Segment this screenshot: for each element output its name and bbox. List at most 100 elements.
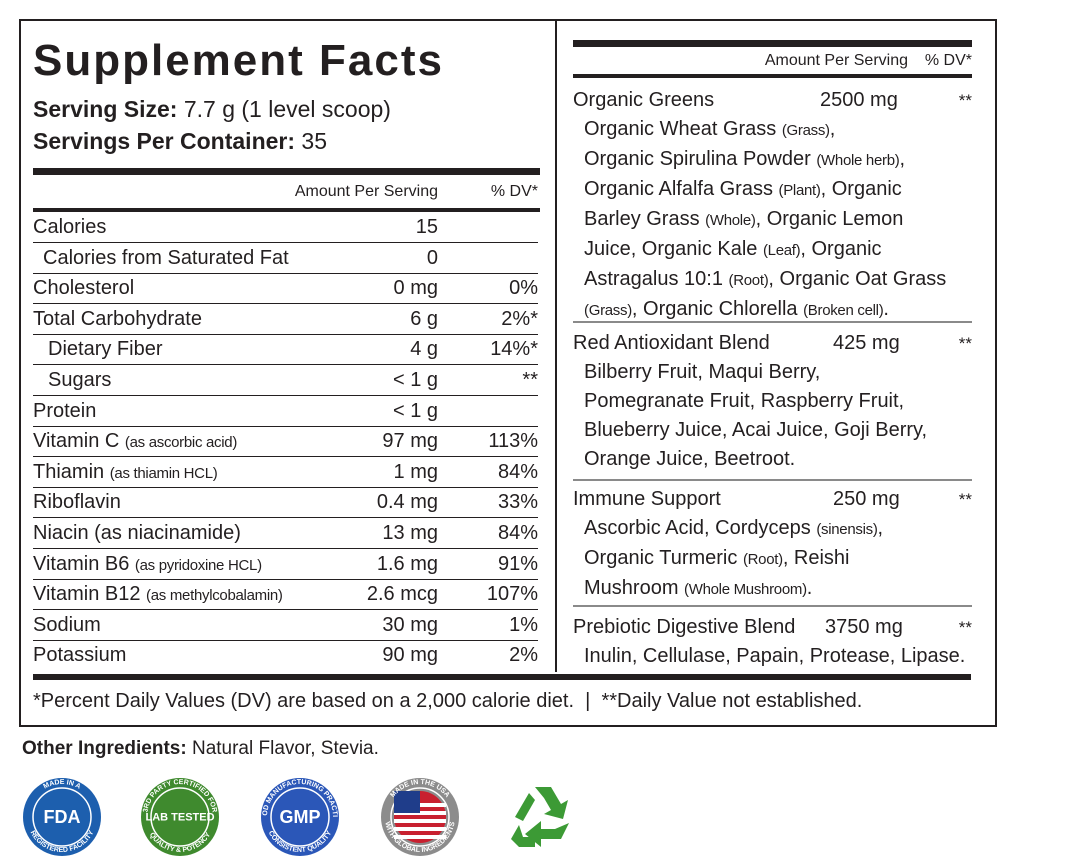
nutrient-name: Dietary Fiber (48, 338, 163, 361)
nutrient-amount: 0 (426, 246, 438, 269)
nutrient-dv: 113% (488, 430, 538, 453)
amount-header: Amount Per Serving (294, 183, 438, 200)
badge-center: LAB TESTED (145, 812, 214, 824)
nutrient-dv: ** (522, 369, 538, 391)
nutrient-amount: 15 (415, 216, 438, 238)
ingredient-line: Orange Juice, Beetroot. (584, 448, 796, 470)
nutrient-amount: < 1 g (392, 399, 438, 422)
nutrient-row: Niacin (as niacinamide) 13 mg 84% (33, 518, 538, 549)
ingredient-line: Juice, Organic Kale (Leaf), Organic (584, 238, 882, 260)
nutrient-dv: 84% (497, 522, 538, 544)
nutrient-name: Calories from Saturated Fat (43, 246, 289, 269)
blend: Red Antioxidant Blend 425 mg ** Bilberry Fr… (573, 329, 972, 474)
nutrient-row: Riboflavin 0.4 mg 33% (33, 487, 538, 519)
nutrient-dv: 0% (509, 277, 538, 300)
amount-header: Amount Per Serving (764, 52, 908, 69)
blend-name: Prebiotic Digestive Blend (573, 616, 796, 638)
badge-center: FDA (44, 807, 81, 827)
blend-amount: 2500 mg (820, 89, 898, 111)
nutrient-row: Dietary Fiber 4 g 14%* (33, 334, 538, 366)
nutrient-row: Sodium 30 mg 1% (33, 610, 538, 641)
nutrient-row: Potassium 90 mg 2% (33, 640, 538, 670)
dv-header: % DV* (490, 183, 538, 200)
thick-rule (33, 674, 971, 680)
badge-ring (270, 787, 330, 847)
nutrient-row: Cholesterol 0 mg 0% (33, 273, 538, 305)
servings-label: Servings Per Container: (33, 128, 296, 154)
ingredient-line: Mushroom (Whole Mushroom). (584, 577, 813, 599)
ingredient-line: Pomegranate Fruit, Raspberry Fruit, (584, 390, 905, 412)
nutrient-note: (as thiamin HCL) (109, 464, 218, 482)
nutrient-amount: 1 mg (393, 460, 438, 483)
ingredient-line: Bilberry Fruit, Maqui Berry, (584, 361, 821, 383)
nutrient-amount: 1.6 mg (376, 552, 438, 575)
nutrient-dv: 1% (509, 613, 538, 636)
nutrient-name: Calories (33, 216, 107, 238)
nutrient-name: Vitamin B12 (33, 583, 141, 606)
blend-name: Red Antioxidant Blend (573, 332, 770, 354)
column-divider (555, 20, 557, 672)
nutrient-dv: 84% (497, 460, 538, 483)
flag-stripe (394, 819, 446, 823)
blend-dv: ** (958, 334, 972, 353)
nutrient-name: Thiamin (33, 460, 105, 483)
blend-separator (573, 605, 972, 607)
badge-ring (32, 787, 92, 847)
other-ingredients-value: Natural Flavor, Stevia. (191, 738, 379, 759)
blend-list: Organic Greens 2500 mg ** Organic Wheat Gra… (573, 86, 972, 667)
badge-ring-top: MADE IN A (42, 779, 81, 791)
nutrient-row: Calories 15 (33, 212, 538, 243)
servings-value: 35 (301, 128, 328, 154)
nutrient-dv: 91% (497, 552, 538, 575)
nutrient-name: Riboflavin (33, 491, 121, 514)
nutrient-note: (as methylcobalamin) (146, 587, 283, 605)
serving-size-value: 7.7 g (1 level scoop) (183, 96, 391, 122)
nutrient-row: Total Carbohydrate 6 g 2%* (33, 304, 538, 335)
nutrient-amount: 30 mg (382, 613, 438, 636)
nutrient-note: (as pyridoxine HCL) (134, 556, 262, 574)
nutrient-name: Vitamin C (33, 430, 120, 453)
blend-dv: ** (958, 91, 972, 110)
blend-name: Organic Greens (573, 89, 715, 111)
serving-size: Serving Size: 7.7 g (1 level scoop) (33, 96, 391, 123)
ingredient-line: Organic Wheat Grass (Grass), (584, 118, 836, 140)
nutrient-row: Calories from Saturated Fat 0 (33, 243, 538, 274)
badge-ring (390, 787, 450, 847)
nutrient-name: Sodium (33, 613, 101, 636)
nutrient-name: Vitamin B6 (33, 552, 130, 575)
nutrient-amount: 13 mg (382, 522, 438, 544)
blend-dv: ** (958, 490, 972, 509)
nutrient-row: Sugars < 1 g ** (33, 365, 538, 396)
blend-amount: 425 mg (833, 332, 900, 354)
nutrient-dv: 2%* (501, 307, 538, 330)
nutrient-row: Vitamin B6 (as pyridoxine HCL) 1.6 mg 91% (33, 549, 538, 580)
blend: Organic Greens 2500 mg ** Organic Wheat Gra… (573, 86, 972, 325)
badge-outer (23, 778, 101, 856)
blend-amount: 250 mg (833, 488, 900, 510)
servings-per-container: Servings Per Container: 35 (33, 128, 327, 155)
nutrient-name: Cholesterol (33, 277, 135, 300)
nutrient-name: Total Carbohydrate (33, 307, 202, 330)
ingredient-line: Inulin, Cellulase, Papain, Protease, Lip… (584, 645, 966, 667)
nutrient-name: Niacin (as niacinamide) (33, 522, 241, 544)
nutrient-row: Vitamin C (as ascorbic acid) 97 mg 113% (33, 426, 538, 458)
ingredient-line: Organic Turmeric (Root), Reishi (584, 547, 850, 569)
ingredient-line: (Grass), Organic Chlorella (Broken cell)… (584, 298, 889, 320)
nutrient-amount: 6 g (410, 307, 438, 330)
dv-header: % DV* (924, 52, 972, 69)
thick-rule (573, 40, 972, 47)
nutrient-amount: 97 mg (382, 430, 438, 453)
title: Supplement Facts (33, 36, 444, 85)
nutrient-rows: Calories 15 Calories from Saturated Fat 0 Ch… (0, 212, 560, 672)
medium-rule (33, 208, 540, 212)
nutrient-amount: 4 g (410, 338, 438, 361)
blend-amount: 3750 mg (825, 616, 903, 638)
ingredient-line: Organic Spirulina Powder (Whole herb), (584, 148, 906, 170)
nutrient-dv: 107% (486, 583, 538, 606)
nutrient-name: Sugars (48, 369, 112, 391)
nutrient-row: Protein < 1 g (33, 396, 538, 427)
